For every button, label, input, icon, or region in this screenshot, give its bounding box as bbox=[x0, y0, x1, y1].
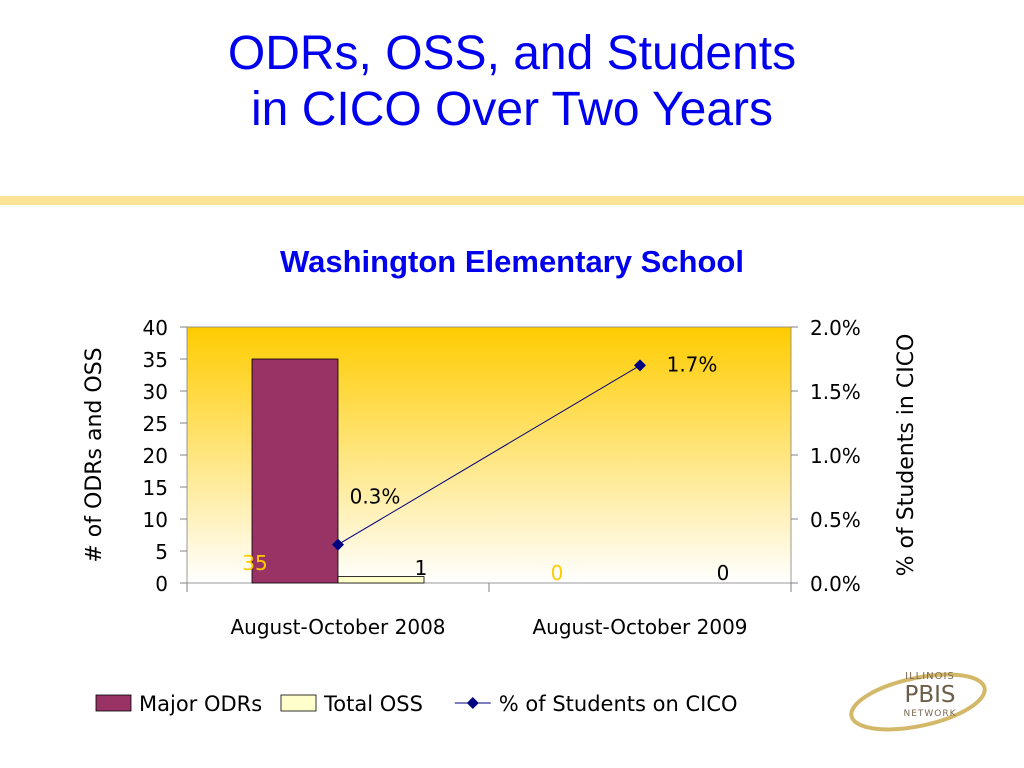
y-tick-label: 5 bbox=[155, 540, 168, 564]
legend-label: Major ODRs bbox=[139, 692, 262, 716]
chart-title: Washington Elementary School bbox=[280, 244, 744, 279]
legend-marker bbox=[466, 697, 479, 709]
illinois-pbis-logo: ILLINOIS PBIS NETWORK bbox=[849, 671, 987, 732]
bar-major-odrs bbox=[251, 358, 339, 584]
y-tick-label: 25 bbox=[143, 412, 168, 436]
y-axis-title: # of ODRs and OSS bbox=[82, 347, 107, 562]
chart-marks: 05101520253035400.0%0.5%1.0%1.5%2.0%Augu… bbox=[143, 316, 861, 639]
y2-tick-label: 1.0% bbox=[810, 444, 861, 468]
y-tick-label: 35 bbox=[143, 348, 168, 372]
logo-swoosh bbox=[849, 672, 987, 732]
y2-tick-label: 0.0% bbox=[810, 572, 861, 596]
y2-tick-label: 1.5% bbox=[810, 380, 861, 404]
slide-title: ODRs, OSS, and Students in CICO Over Two… bbox=[0, 26, 1024, 138]
line-data-label: 0.3% bbox=[350, 485, 401, 509]
line-data-label: 1.7% bbox=[667, 352, 718, 376]
x-tick-label: August-October 2008 bbox=[230, 615, 445, 639]
logo-top-text: ILLINOIS bbox=[905, 671, 955, 682]
y2-axis-title: % of Students in CICO bbox=[894, 334, 919, 577]
logo-main-text: PBIS bbox=[904, 682, 955, 708]
slide-title-line-1: ODRs, OSS, and Students bbox=[227, 27, 797, 80]
title-divider bbox=[0, 196, 1024, 205]
logo-bottom-text: NETWORK bbox=[903, 709, 956, 719]
y-tick-label: 0 bbox=[155, 572, 168, 596]
y-tick-label: 20 bbox=[143, 444, 168, 468]
legend-label: % of Students on CICO bbox=[499, 692, 738, 716]
y-tick-label: 10 bbox=[143, 508, 168, 532]
y2-tick-label: 0.5% bbox=[810, 508, 861, 532]
slide-title-line-2: in CICO Over Two Years bbox=[251, 83, 773, 136]
x-tick-label: August-October 2009 bbox=[532, 615, 747, 639]
legend-label: Total OSS bbox=[323, 692, 423, 716]
bar-data-label: 1 bbox=[415, 556, 428, 580]
bar-data-label: 0 bbox=[551, 561, 564, 585]
bar-data-label: 0 bbox=[717, 561, 730, 585]
line-cico bbox=[337, 364, 641, 546]
y-tick-label: 30 bbox=[143, 380, 168, 404]
bar-data-label: 35 bbox=[242, 551, 267, 575]
line-marker bbox=[332, 538, 344, 551]
bar-total-oss bbox=[337, 576, 425, 584]
legend-swatch bbox=[95, 694, 132, 712]
legend-swatch bbox=[280, 694, 317, 712]
line-marker bbox=[634, 359, 646, 372]
y-tick-label: 40 bbox=[143, 316, 168, 340]
chart-legend: Major ODRs Total OSS % of Students on CICO bbox=[95, 692, 738, 716]
y2-tick-label: 2.0% bbox=[810, 316, 861, 340]
y-tick-label: 15 bbox=[143, 476, 168, 500]
